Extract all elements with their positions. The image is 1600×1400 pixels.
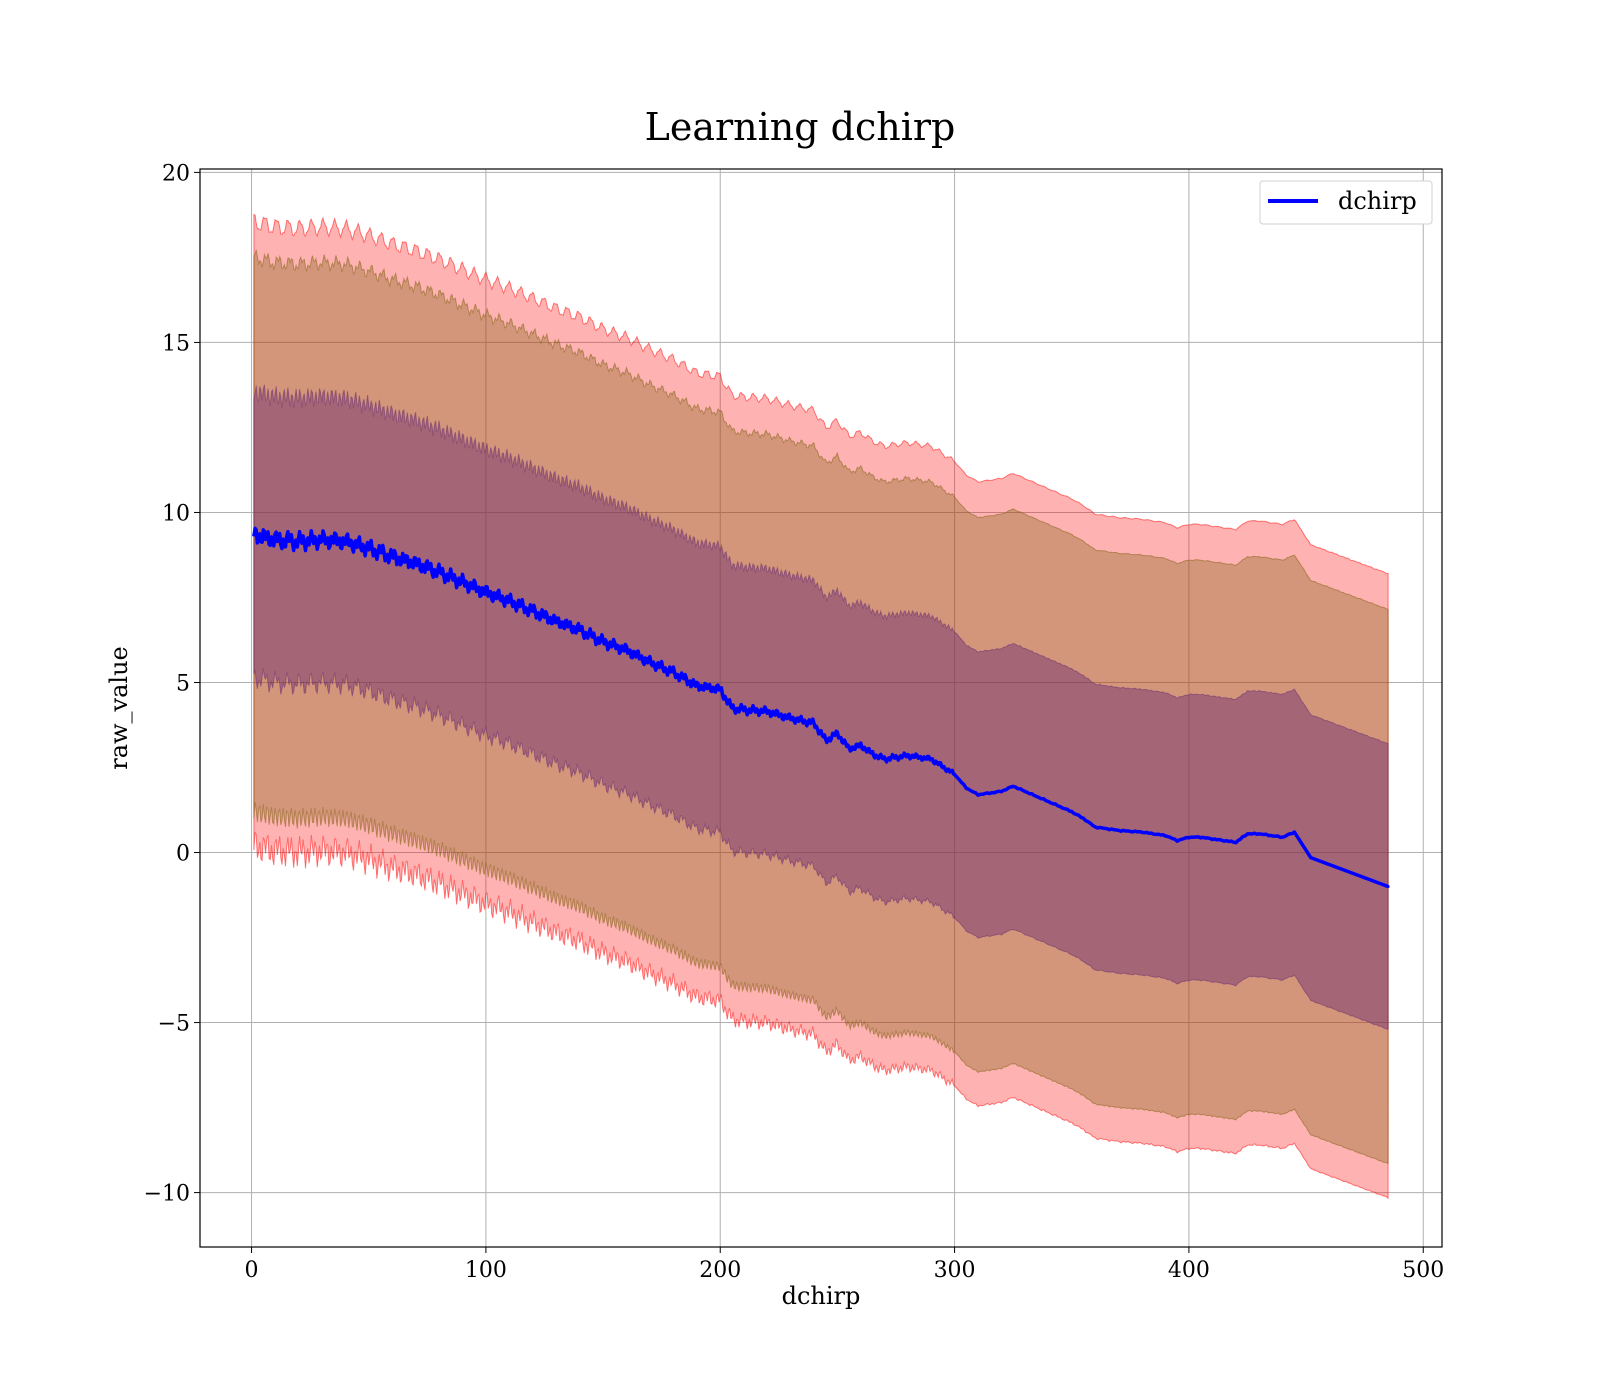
data-point [1210, 837, 1214, 841]
data-point [461, 580, 464, 584]
x-axis-ticks: 0 100 200 300 400 500 [245, 1247, 1444, 1283]
data-point [1309, 856, 1313, 860]
x-tick-label: 100 [465, 1258, 507, 1283]
data-point [648, 660, 652, 664]
y-tick-label: 10 [162, 501, 190, 526]
data-point [437, 570, 441, 574]
data-point [953, 772, 957, 776]
series-lines [252, 526, 1390, 889]
y-tick-label: −10 [144, 1182, 190, 1207]
data-point [1175, 839, 1179, 843]
data-point [730, 706, 734, 710]
data-point [1082, 817, 1085, 820]
data-point [1386, 885, 1390, 888]
band-2 [253, 249, 1389, 1165]
data-point [906, 754, 910, 758]
data-point [484, 590, 488, 594]
y-tick-label: 20 [162, 161, 190, 186]
data-point [414, 562, 418, 565]
data-point [765, 709, 769, 713]
data-point [695, 684, 699, 688]
x-axis-label: dchirp [782, 1282, 861, 1310]
band-3 [253, 384, 1389, 1030]
data-point [1257, 832, 1261, 836]
data-point [1011, 784, 1015, 788]
data-point [718, 687, 722, 691]
data-point [343, 539, 347, 543]
grid [200, 169, 1442, 1247]
data-point [999, 789, 1003, 793]
data-point [1199, 835, 1203, 839]
y-tick-label: 0 [176, 842, 190, 867]
data-point [531, 609, 535, 613]
data-point [871, 752, 875, 756]
data-point [1187, 835, 1191, 839]
data-point [812, 721, 816, 725]
data-point [296, 539, 300, 543]
y-axis-label: raw_value [105, 646, 133, 770]
data-point [1140, 830, 1144, 834]
plot-frame [199, 168, 1443, 1248]
data-point [1023, 789, 1027, 793]
legend: dchirp [1259, 180, 1433, 225]
data-point [625, 648, 628, 652]
data-point [929, 757, 933, 761]
data-point [835, 732, 839, 735]
data-point [976, 793, 980, 797]
x-tick-label: 0 [245, 1258, 259, 1283]
data-point [1093, 825, 1097, 829]
data-point [252, 533, 256, 537]
legend-label-dchirp: dchirp [1338, 187, 1417, 215]
data-point [1046, 800, 1050, 803]
data-point [320, 538, 324, 542]
confidence-bands [253, 213, 1389, 1200]
legend-box [1259, 180, 1433, 225]
data-point [742, 708, 746, 712]
y-tick-label: 15 [162, 331, 190, 356]
data-point [367, 546, 371, 550]
data-point [507, 599, 511, 603]
chart-title: Learning dchirp [645, 105, 956, 149]
data-point [882, 757, 886, 761]
data-point [1164, 834, 1167, 837]
data-point [859, 743, 863, 747]
x-tick-label: 300 [934, 1258, 976, 1283]
data-point [671, 670, 675, 674]
data-point [824, 738, 828, 742]
data-point [1070, 810, 1074, 814]
y-tick-label: 5 [176, 671, 190, 696]
y-tick-label: −5 [158, 1012, 190, 1037]
x-tick-label: 500 [1402, 1258, 1444, 1283]
data-point [789, 716, 792, 720]
x-tick-label: 200 [699, 1258, 741, 1283]
data-point [847, 747, 851, 751]
band-1 [253, 213, 1389, 1200]
data-point [1246, 832, 1249, 836]
data-point [273, 538, 277, 542]
data-point [554, 619, 558, 623]
data-point [1234, 840, 1238, 844]
data-point [964, 786, 968, 790]
data-point [1117, 828, 1121, 832]
data-point [578, 628, 582, 632]
data-point [1281, 835, 1285, 839]
y-axis-ticks: −10 −5 0 5 10 15 20 [144, 161, 200, 1207]
data-point [390, 555, 394, 559]
data-point [1292, 830, 1296, 834]
x-tick-label: 400 [1168, 1258, 1210, 1283]
data-point [601, 640, 605, 644]
